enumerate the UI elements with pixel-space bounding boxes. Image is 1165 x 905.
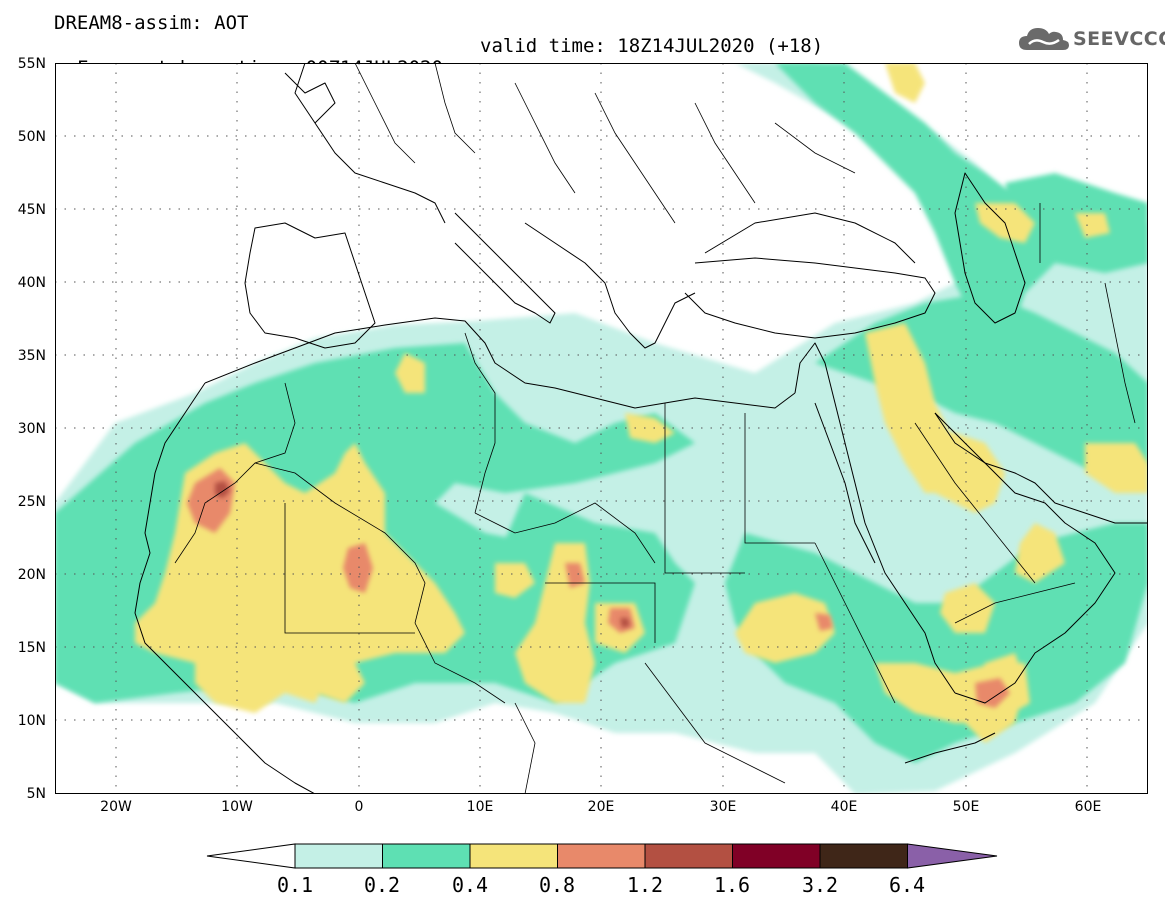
colorbar [206,843,998,869]
colorbar-label: 0.1 [276,873,314,897]
colorbar-svg [206,843,998,869]
lon-label: 30E [709,799,737,815]
aot-map [55,63,1148,794]
map-title: DREAM8-assim: AOT [54,12,249,34]
lat-label: 45N [17,202,46,218]
lon-label: 20W [100,799,132,815]
colorbar-segment [644,843,733,869]
colorbar-label: 1.2 [626,873,664,897]
lat-label: 15N [17,640,46,656]
valid-time-text: valid time: 18Z14JUL2020 (+18) [480,35,824,57]
colorbar-segment [732,843,821,869]
colorbar-segment [557,843,646,869]
aot-map-canvas [55,63,1148,794]
lon-label: 10E [466,799,494,815]
lat-label: 35N [17,348,46,364]
lat-label: 50N [17,129,46,145]
colorbar-label: 0.8 [538,873,576,897]
colorbar-segment [294,843,383,869]
colorbar-label: 3.2 [801,873,839,897]
colorbar-low-triangle [206,843,296,869]
lat-label: 30N [17,421,46,437]
colorbar-high-triangle [907,843,998,869]
country-borders [174,63,1136,794]
coastlines [134,63,1148,794]
lat-label: 20N [17,567,46,583]
lat-label: 5N [26,786,46,802]
graticule [55,63,1148,794]
colorbar-label: 6.4 [888,873,926,897]
lat-label: 55N [17,56,46,72]
lat-label: 25N [17,494,46,510]
lat-label: 10N [17,713,46,729]
lon-label: 60E [1074,799,1102,815]
colorbar-segment [819,843,908,869]
lat-label: 40N [17,275,46,291]
cloud-icon [1019,28,1069,50]
colorbar-segment [469,843,558,869]
colorbar-label: 1.6 [713,873,751,897]
lon-label: 0 [354,799,364,815]
colorbar-label: 0.4 [451,873,489,897]
lon-label: 40E [830,799,858,815]
seevccc-logo: SEEVCCC [1017,24,1165,54]
lon-label: 10W [221,799,253,815]
lon-label: 20E [587,799,615,815]
logo-text: SEEVCCC [1073,28,1165,50]
colorbar-segment [382,843,471,869]
lon-label: 50E [952,799,980,815]
colorbar-label: 0.2 [363,873,401,897]
